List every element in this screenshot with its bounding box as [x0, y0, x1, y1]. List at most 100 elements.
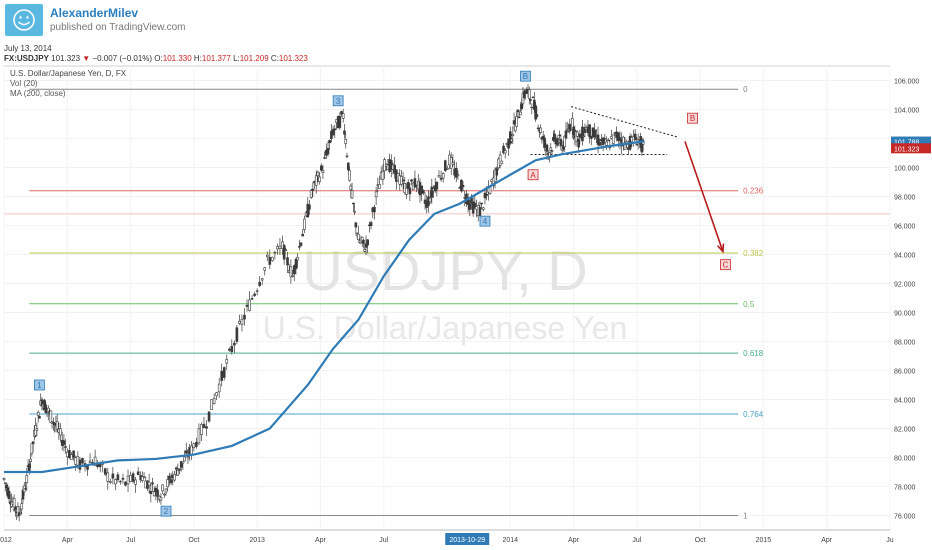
x-tick-label: Apr	[821, 537, 833, 544]
candle-body	[408, 187, 412, 195]
candle-body	[493, 169, 497, 182]
candle-body	[428, 197, 432, 203]
candle-body	[346, 162, 350, 171]
candle-body	[24, 488, 27, 490]
candle-body	[220, 370, 224, 381]
candle-body	[152, 491, 156, 497]
candle-body	[36, 411, 40, 416]
candle-body	[88, 460, 92, 463]
candle-body	[451, 162, 455, 165]
candle-body	[341, 113, 345, 119]
candle-body	[25, 475, 29, 483]
candle-body	[601, 137, 605, 145]
candle-body	[301, 233, 305, 237]
y-tick-label: 76.000	[894, 514, 916, 521]
candle-body	[276, 246, 279, 250]
candle-body	[362, 239, 365, 244]
candle-body	[353, 211, 356, 213]
candle-body	[255, 290, 259, 292]
candle-body	[282, 244, 286, 260]
candle-body	[136, 471, 140, 475]
candle-body	[298, 246, 301, 248]
x-tick-label: 2012	[0, 537, 12, 544]
candle-body	[485, 193, 488, 196]
candle-body	[52, 421, 55, 424]
fib-label: 0.382	[743, 249, 764, 258]
candle-body	[70, 454, 73, 460]
candle-body	[558, 134, 561, 137]
candle-body	[238, 320, 241, 324]
candle-body	[72, 450, 75, 458]
price-tag-bg	[891, 136, 931, 147]
wave-label-box	[720, 259, 731, 271]
candle-body	[478, 207, 482, 217]
candle-body	[169, 479, 173, 484]
candle-body	[233, 342, 236, 346]
open-value: 101.330	[162, 54, 192, 63]
published-note[interactable]: published on TradingView.com	[50, 22, 186, 33]
symbol: FX:USDJPY	[4, 54, 49, 63]
candle-body	[373, 206, 376, 213]
price-tag-label: 101.323	[894, 146, 919, 153]
y-tick-label: 84.000	[894, 398, 916, 405]
wave-labels: 1 2 3 4 B A B C	[34, 70, 731, 517]
wave-label-box	[520, 70, 531, 82]
candle-body	[535, 114, 539, 117]
candle-body	[64, 446, 67, 448]
wave-label-box	[34, 379, 45, 391]
x-tick-label: 2013	[249, 537, 265, 544]
candle-body	[20, 503, 24, 510]
x-tick-label: Apr	[315, 537, 327, 544]
candle-body	[164, 488, 168, 493]
avatar[interactable]	[5, 4, 43, 36]
y-tick-label: 104.000	[894, 108, 919, 115]
candle-body	[151, 482, 154, 485]
candle-body	[326, 148, 330, 155]
fib-label: 0.236	[743, 187, 764, 196]
candle-body	[363, 249, 367, 252]
candle-body	[106, 472, 110, 482]
legend-ma: MA (200, close)	[10, 89, 66, 98]
candle-body	[633, 133, 637, 141]
author-name[interactable]: AlexanderMilev	[50, 6, 139, 20]
candle-body	[109, 481, 112, 483]
price-chart[interactable]: USDJPY, D U.S. Dollar/Japanese Yen 0 0.23…	[0, 64, 932, 550]
trendlines	[530, 106, 678, 155]
candle-body	[197, 428, 201, 444]
close-value: 101.323	[278, 54, 308, 63]
candle-body	[534, 105, 537, 120]
candle-body	[116, 474, 120, 481]
candle-body	[243, 314, 246, 320]
candle-body	[314, 175, 318, 186]
candle-body	[134, 479, 137, 485]
candle-body	[258, 281, 261, 286]
candle-body	[55, 421, 59, 430]
candle-body	[5, 484, 8, 489]
crosshair-date-bg	[445, 533, 490, 545]
candle-body	[354, 222, 358, 228]
candle-body	[225, 359, 229, 364]
candle-body	[176, 469, 180, 476]
candle-body	[488, 186, 492, 195]
candle-body	[328, 140, 332, 144]
candle-body	[44, 404, 48, 414]
candle-body	[159, 496, 163, 501]
candle-body	[369, 222, 373, 227]
candle-body	[577, 139, 580, 148]
x-tick-label: Jul	[126, 537, 135, 544]
candle-body	[184, 450, 188, 454]
candle-body	[338, 116, 342, 128]
price-tag-label: 101.788	[894, 140, 919, 147]
y-tick-label: 106.000	[894, 79, 919, 86]
candle-body	[76, 456, 80, 466]
price-tag-bg	[891, 143, 931, 154]
candle-body	[284, 249, 288, 252]
candle-body	[316, 171, 320, 177]
x-tick-label: Apr	[62, 537, 74, 544]
candle-body	[124, 481, 127, 486]
candle-body	[318, 176, 321, 182]
y-tick-label: 78.000	[894, 485, 916, 492]
candle-body	[166, 479, 169, 488]
candle-body	[186, 456, 190, 459]
candle-body	[205, 426, 208, 429]
